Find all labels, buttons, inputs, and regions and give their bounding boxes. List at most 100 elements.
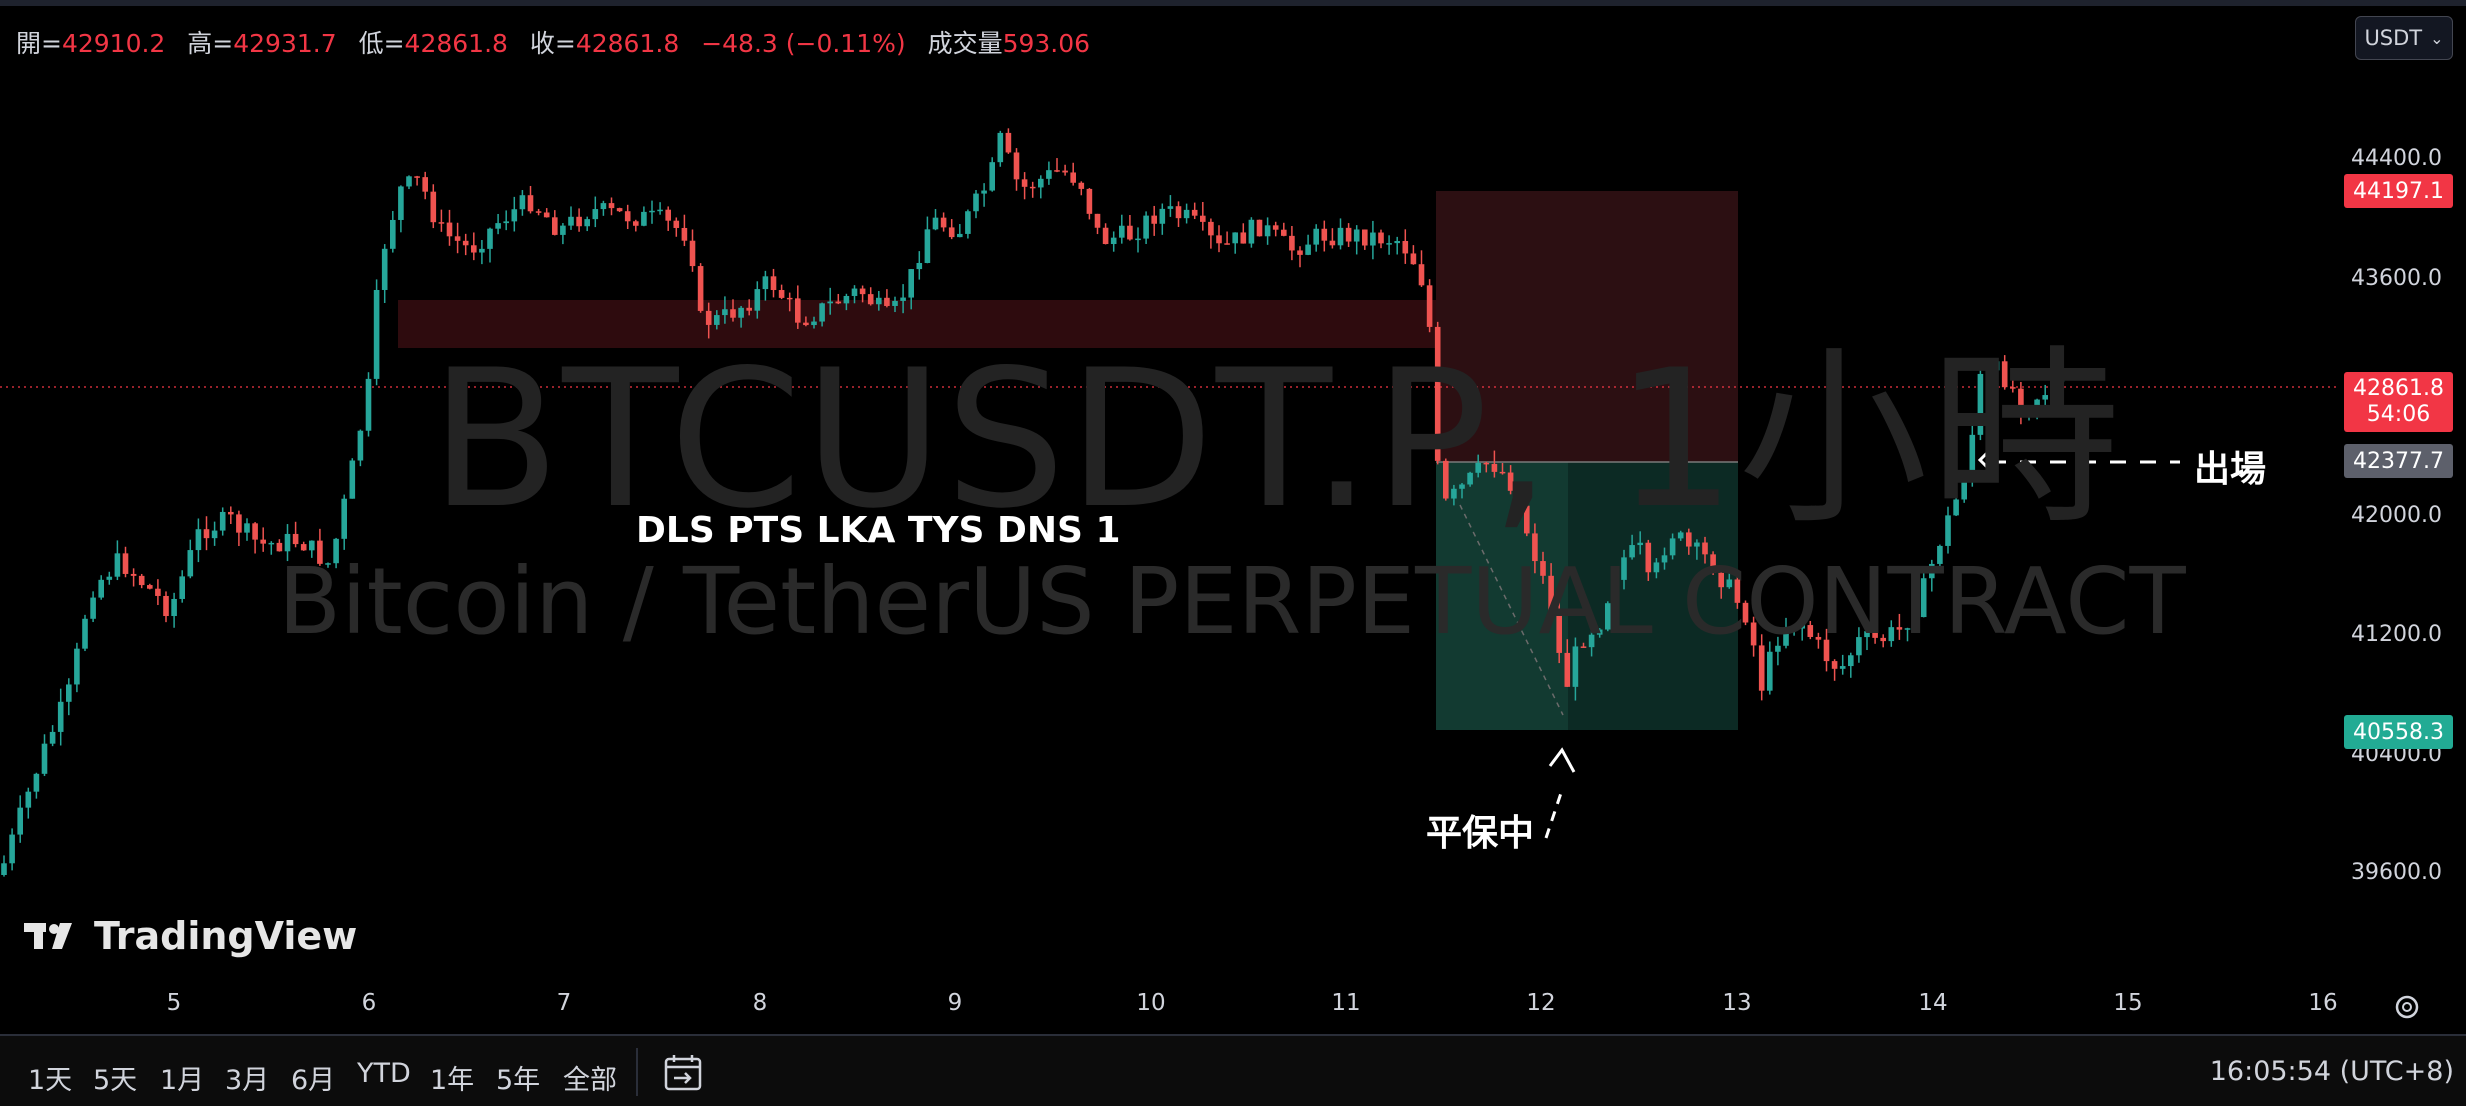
candle-body: [1426, 285, 1433, 327]
strategy-annotation[interactable]: DLS PTS LKA TYS DNS 1: [636, 510, 1121, 551]
candle-body: [1702, 542, 1708, 555]
resistance-zone: [398, 300, 1580, 348]
candle-body: [1686, 532, 1692, 547]
candle-body: [1329, 240, 1336, 246]
range-button[interactable]: 1年: [430, 1065, 475, 1096]
candle-body: [673, 220, 680, 228]
candle-body: [1783, 630, 1789, 646]
exit-annotation[interactable]: 出場: [2194, 449, 2267, 490]
date-label: 6: [361, 990, 377, 1016]
date-label: 13: [1722, 990, 1752, 1016]
candle-body: [1912, 617, 1919, 629]
candle-body: [1021, 179, 1028, 187]
candle-body: [778, 290, 785, 298]
candle-body: [989, 162, 995, 191]
candle-body: [608, 203, 615, 209]
candle-body: [1313, 228, 1319, 245]
candle-body: [430, 191, 437, 223]
calendar-goto-icon[interactable]: [664, 1054, 704, 1092]
watermark-symbol: BTCUSDT.P, 1小時: [430, 329, 2123, 550]
candle-body: [1839, 666, 1846, 669]
candle-body: [414, 176, 420, 178]
candle-body: [479, 248, 485, 253]
price-chart[interactable]: [0, 0, 2466, 1034]
range-button[interactable]: 1天: [28, 1065, 73, 1096]
candle-body: [1046, 170, 1052, 179]
candle-body: [1524, 505, 1530, 534]
candle-body: [9, 834, 15, 864]
candle-body: [446, 222, 453, 237]
candle-body: [948, 227, 955, 238]
range-button[interactable]: 全部: [563, 1065, 617, 1096]
low-label: 低=: [358, 29, 405, 58]
candle-body: [519, 195, 526, 210]
range-button[interactable]: 3月: [225, 1065, 270, 1096]
range-button[interactable]: 5年: [496, 1065, 541, 1096]
watermark-description: Bitcoin / TetherUS PERPETUAL CONTRACT: [278, 548, 2186, 655]
candle-body: [1532, 533, 1538, 562]
candle-body: [973, 193, 979, 212]
candle-body: [1718, 572, 1724, 588]
candle-body: [341, 498, 347, 539]
date-label: 15: [2113, 990, 2143, 1016]
candle-body: [203, 529, 210, 539]
candle-body: [884, 297, 890, 306]
candle-body: [1629, 545, 1635, 558]
tradingview-logo-icon: [24, 923, 72, 949]
candle-body: [1175, 206, 1182, 219]
range-button[interactable]: 6月: [291, 1065, 336, 1096]
candle-body: [349, 460, 356, 499]
candle-body: [1734, 579, 1741, 603]
candle-body: [1767, 651, 1773, 691]
candle-body: [1645, 542, 1652, 573]
tradingview-logo[interactable]: TradingView: [24, 914, 357, 958]
candle-body: [49, 731, 56, 744]
candle-body: [1443, 460, 1449, 499]
candle-body: [66, 684, 72, 702]
candle-body: [98, 579, 104, 598]
candle-body: [1038, 178, 1044, 188]
candle-body: [155, 588, 161, 596]
timezone-clock[interactable]: 16:05:54 (UTC+8): [2209, 1056, 2454, 1087]
candle-body: [705, 310, 712, 325]
chevron-down-icon: ⌄: [2430, 28, 2444, 48]
candle-body: [195, 529, 202, 551]
candle-body: [41, 743, 48, 774]
settings-gear-icon: [2395, 995, 2419, 1019]
candle-body: [1127, 225, 1133, 240]
trade-progress-zone: [1436, 462, 1568, 730]
candle-body: [1451, 488, 1457, 499]
candles: [1, 128, 2065, 877]
candle-body: [228, 511, 234, 515]
candle-body: [236, 514, 242, 533]
candle-body: [657, 209, 663, 212]
candle-body: [1102, 227, 1109, 245]
candle-body: [600, 203, 607, 210]
candle-body: [90, 597, 96, 619]
candle-body: [357, 430, 364, 461]
candle-body: [2010, 387, 2016, 389]
range-button[interactable]: YTD: [357, 1058, 411, 1089]
currency-select[interactable]: USDT ⌄: [2355, 16, 2453, 60]
candle-body: [1078, 182, 1085, 189]
candle-body: [1694, 542, 1700, 547]
candle-body: [1499, 471, 1506, 474]
exit-arrow-head: [1977, 444, 1996, 476]
candle-body: [17, 807, 23, 835]
candle-body: [2058, 371, 2065, 382]
candle-body: [438, 222, 445, 224]
candle-body: [1353, 229, 1360, 242]
range-button[interactable]: 5天: [93, 1065, 138, 1096]
candle-body: [1605, 603, 1611, 630]
candle-body: [803, 322, 809, 326]
candle-body: [1848, 655, 1854, 667]
candle-body: [1742, 602, 1749, 623]
breakeven-annotation[interactable]: 平保中: [1426, 813, 1535, 854]
candle-body: [1888, 627, 1895, 642]
candle-body: [1297, 250, 1303, 255]
range-button[interactable]: 1月: [160, 1065, 205, 1096]
candle-body: [1345, 227, 1352, 242]
candle-body: [300, 544, 307, 551]
open-value: 42910.2: [61, 29, 166, 58]
candle-body: [1191, 209, 1198, 216]
